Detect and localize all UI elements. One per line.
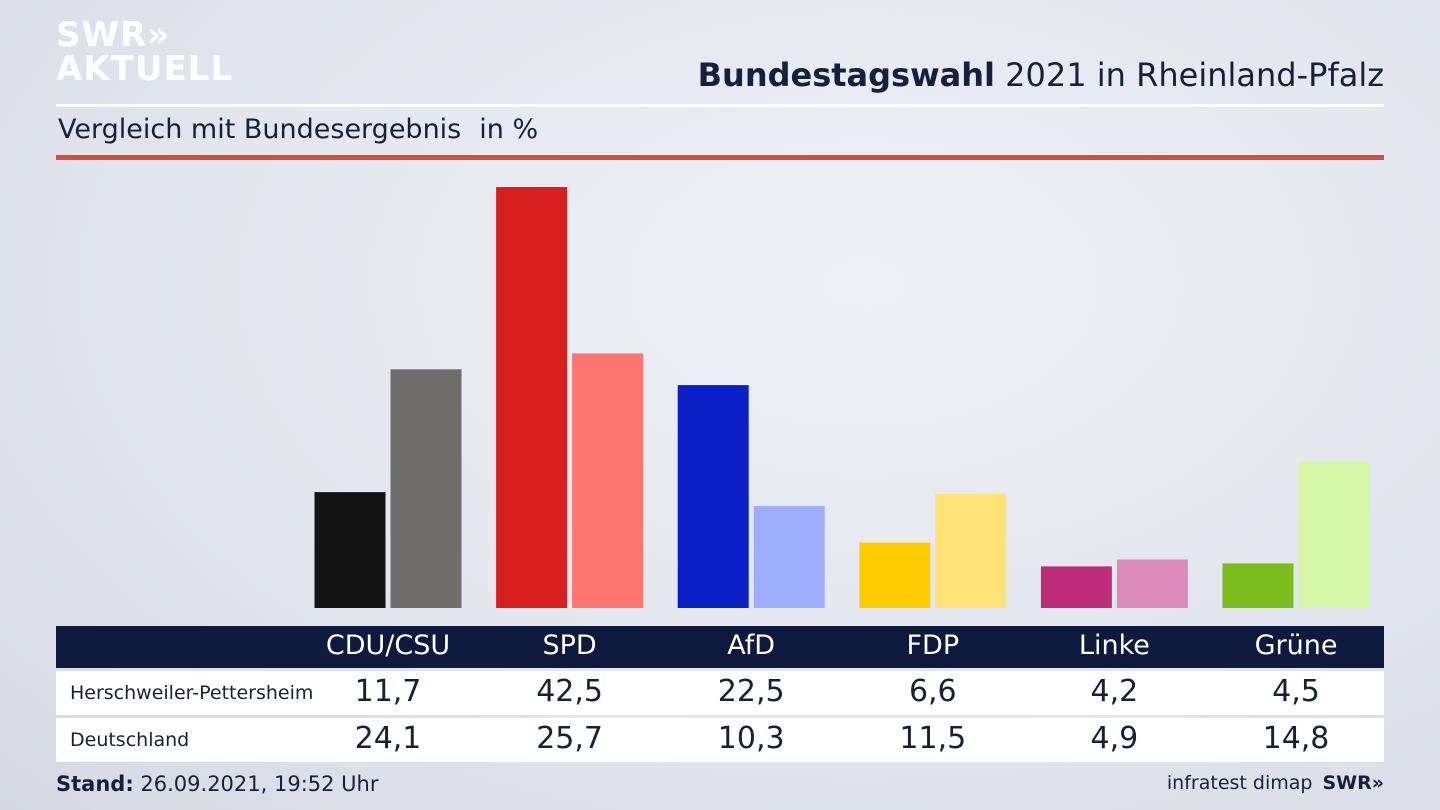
data-label-afd: 22,5	[717, 674, 785, 709]
data-label-spd: 42,5	[536, 674, 603, 709]
bar-afd-national	[753, 506, 825, 608]
bar-gr-ne-national	[1298, 461, 1370, 608]
logo-line-1: SWR»	[56, 15, 171, 55]
logo-line-2: AKTUELL	[56, 49, 234, 89]
data-label-gr-ne: 4,5	[1272, 674, 1320, 709]
timestamp: Stand: 26.09.2021, 19:52 Uhr	[56, 772, 379, 796]
page-title: Bundestagswahl 2021 in Rheinland-Pfalz	[698, 56, 1384, 94]
row-label: Deutschland	[70, 729, 190, 751]
data-label-linke: 4,9	[1090, 721, 1139, 756]
table-header: CDU/CSU SPD AfD FDP Linke Grüne	[56, 626, 1384, 668]
column-header-cdu-csu: CDU/CSU	[325, 630, 451, 661]
bar-linke-national	[1116, 559, 1188, 608]
subtitle-unit: in %	[479, 114, 539, 145]
bar-linke-local	[1040, 566, 1112, 608]
column-header-gr-ne: Grüne	[1254, 630, 1338, 661]
subtitle-text: Vergleich mit Bundesergebnis	[58, 114, 462, 145]
table-row-local: Herschweiler-Pettersheim 11,7 42,5 22,5 6,6…	[56, 671, 1384, 715]
data-label-spd: 25,7	[536, 721, 603, 756]
table-row-national: Deutschland 24,1 25,7 10,3 11,5 4,9 14,8	[56, 718, 1384, 762]
column-header-linke: Linke	[1078, 630, 1150, 661]
stand-label: Stand:	[56, 772, 134, 796]
bar-gr-ne-local	[1222, 563, 1294, 608]
page-title-bold: Bundestagswahl	[697, 56, 995, 94]
data-label-fdp: 6,6	[908, 674, 957, 709]
chart-subtitle: Vergleich mit Bundesergebnis in %	[58, 114, 538, 145]
results-table: CDU/CSU SPD AfD FDP Linke Grüne Herschweiler-…	[56, 626, 1384, 762]
column-header-afd: AfD	[727, 630, 776, 661]
data-label-cdu-csu: 24,1	[354, 721, 422, 756]
bar-cdu-csu-national	[390, 369, 462, 608]
bar-cdu-csu-local	[314, 492, 386, 608]
data-label-fdp: 11,5	[899, 721, 967, 756]
bar-fdp-local	[859, 542, 931, 608]
column-header-spd: SPD	[542, 630, 597, 661]
bar-spd-local	[496, 187, 568, 608]
bar-afd-local	[677, 385, 749, 608]
row-label: Herschweiler-Pettersheim	[70, 682, 314, 704]
bar-spd-national	[572, 353, 644, 608]
source-name: infratest dimap	[1166, 772, 1313, 794]
accent-divider	[56, 155, 1384, 160]
data-label-linke: 4,2	[1090, 674, 1139, 709]
column-header-fdp: FDP	[906, 630, 960, 661]
bar-fdp-national	[935, 494, 1007, 608]
data-label-cdu-csu: 11,7	[354, 674, 422, 709]
page-title-rest: 2021 in Rheinland-Pfalz	[995, 56, 1384, 94]
data-label-afd: 10,3	[717, 721, 785, 756]
swr-logo-small: SWR»	[1322, 772, 1384, 794]
source-credit: infratest dimap SWR»	[1167, 772, 1384, 794]
swr-aktuell-logo: SWR» AKTUELL	[56, 18, 233, 86]
title-divider	[56, 104, 1384, 107]
stand-value: 26.09.2021, 19:52 Uhr	[133, 772, 379, 796]
data-label-gr-ne: 14,8	[1262, 721, 1330, 756]
